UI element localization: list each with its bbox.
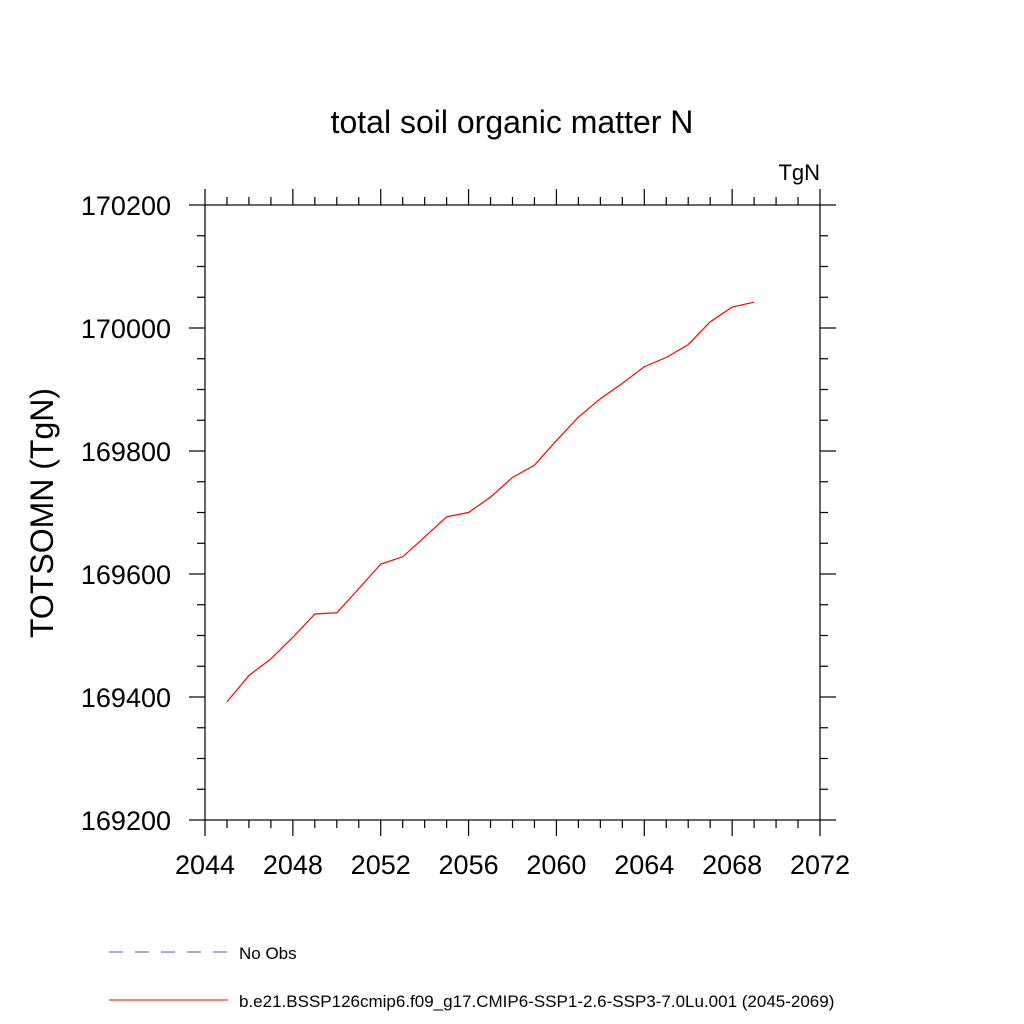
y-tick-label: 170200 [81,191,171,221]
y-tick-label: 169400 [81,683,171,713]
units-label: TgN [778,160,820,185]
legend: No Obs b.e21.BSSP126cmip6.f09_g17.CMIP6-S… [109,944,834,1011]
y-tick-label: 170000 [81,314,171,344]
plot-frame [204,204,821,821]
legend-label: b.e21.BSSP126cmip6.f09_g17.CMIP6-SSP1-2.… [239,992,834,1011]
y-tick-label: 169800 [81,437,171,467]
x-tick-label: 2048 [263,850,323,880]
y-tick-label: 169200 [81,806,171,836]
axis-ticks [189,189,836,836]
x-tick-label: 2064 [614,850,674,880]
x-tick-label: 2072 [790,850,850,880]
series-line [226,301,755,703]
x-tick-label: 2060 [526,850,586,880]
y-tick-label: 169600 [81,560,171,590]
x-tick-label: 2052 [351,850,411,880]
chart-title: total soil organic matter N [331,104,694,140]
x-tick-label: 2056 [439,850,499,880]
x-tick-label: 2044 [175,850,235,880]
data-series [226,301,755,703]
x-tick-label: 2068 [702,850,762,880]
y-axis-label: TOTSOMN (TgN) [24,388,60,638]
axis-tick-labels: 2044 2048 2052 2056 2060 2064 2068 2072 169200 16… [81,191,850,880]
legend-label: No Obs [239,944,297,963]
